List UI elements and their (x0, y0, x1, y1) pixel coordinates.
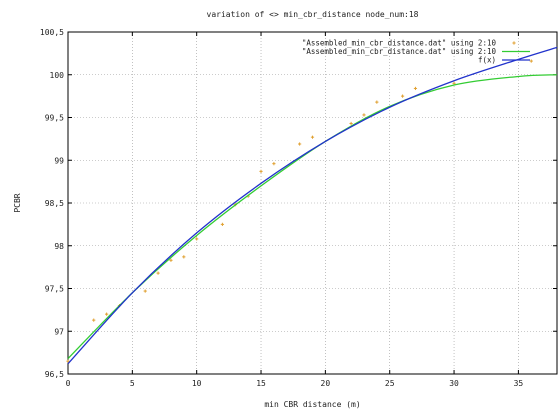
legend-label: f(x) (478, 56, 496, 65)
chart-title: variation of <> min_cbr_distance node_nu… (207, 10, 419, 19)
series-line-fx (67, 46, 558, 365)
y-tick-label: 96,5 (45, 370, 64, 379)
y-tick-label: 100,5 (40, 28, 64, 37)
x-tick-label: 5 (130, 379, 135, 388)
y-tick-label: 97,5 (45, 285, 64, 294)
y-tick-label: 99,5 (45, 114, 64, 123)
y-tick-label: 99 (54, 156, 64, 165)
x-tick-label: 15 (256, 379, 266, 388)
x-tick-label: 35 (514, 379, 524, 388)
y-tick-label: 98 (54, 242, 64, 251)
y-tick-label: 100 (50, 71, 65, 80)
x-tick-label: 0 (66, 379, 71, 388)
axis-ticks: 0 5 10 15 20 25 30 35 96,5 97 97,5 98 98,5 99 99,5 100 1… (40, 28, 557, 388)
x-tick-label: 30 (449, 379, 459, 388)
legend: "Assembled_min_cbr_distance.dat" using 2… (302, 39, 530, 65)
x-tick-label: 25 (385, 379, 395, 388)
legend-label: "Assembled_min_cbr_distance.dat" using 2… (302, 39, 497, 48)
grid-lines (67, 31, 557, 375)
y-tick-label: 97 (54, 327, 64, 336)
x-axis-label: min CBR distance (m) (264, 400, 360, 409)
x-tick-label: 10 (192, 379, 202, 388)
data-series (66, 46, 558, 365)
legend-label: "Assembled_min_cbr_distance.dat" using 2… (302, 47, 497, 56)
y-tick-label: 98,5 (45, 199, 64, 208)
x-tick-label: 20 (321, 379, 331, 388)
y-axis-label: PCBR (13, 193, 22, 212)
